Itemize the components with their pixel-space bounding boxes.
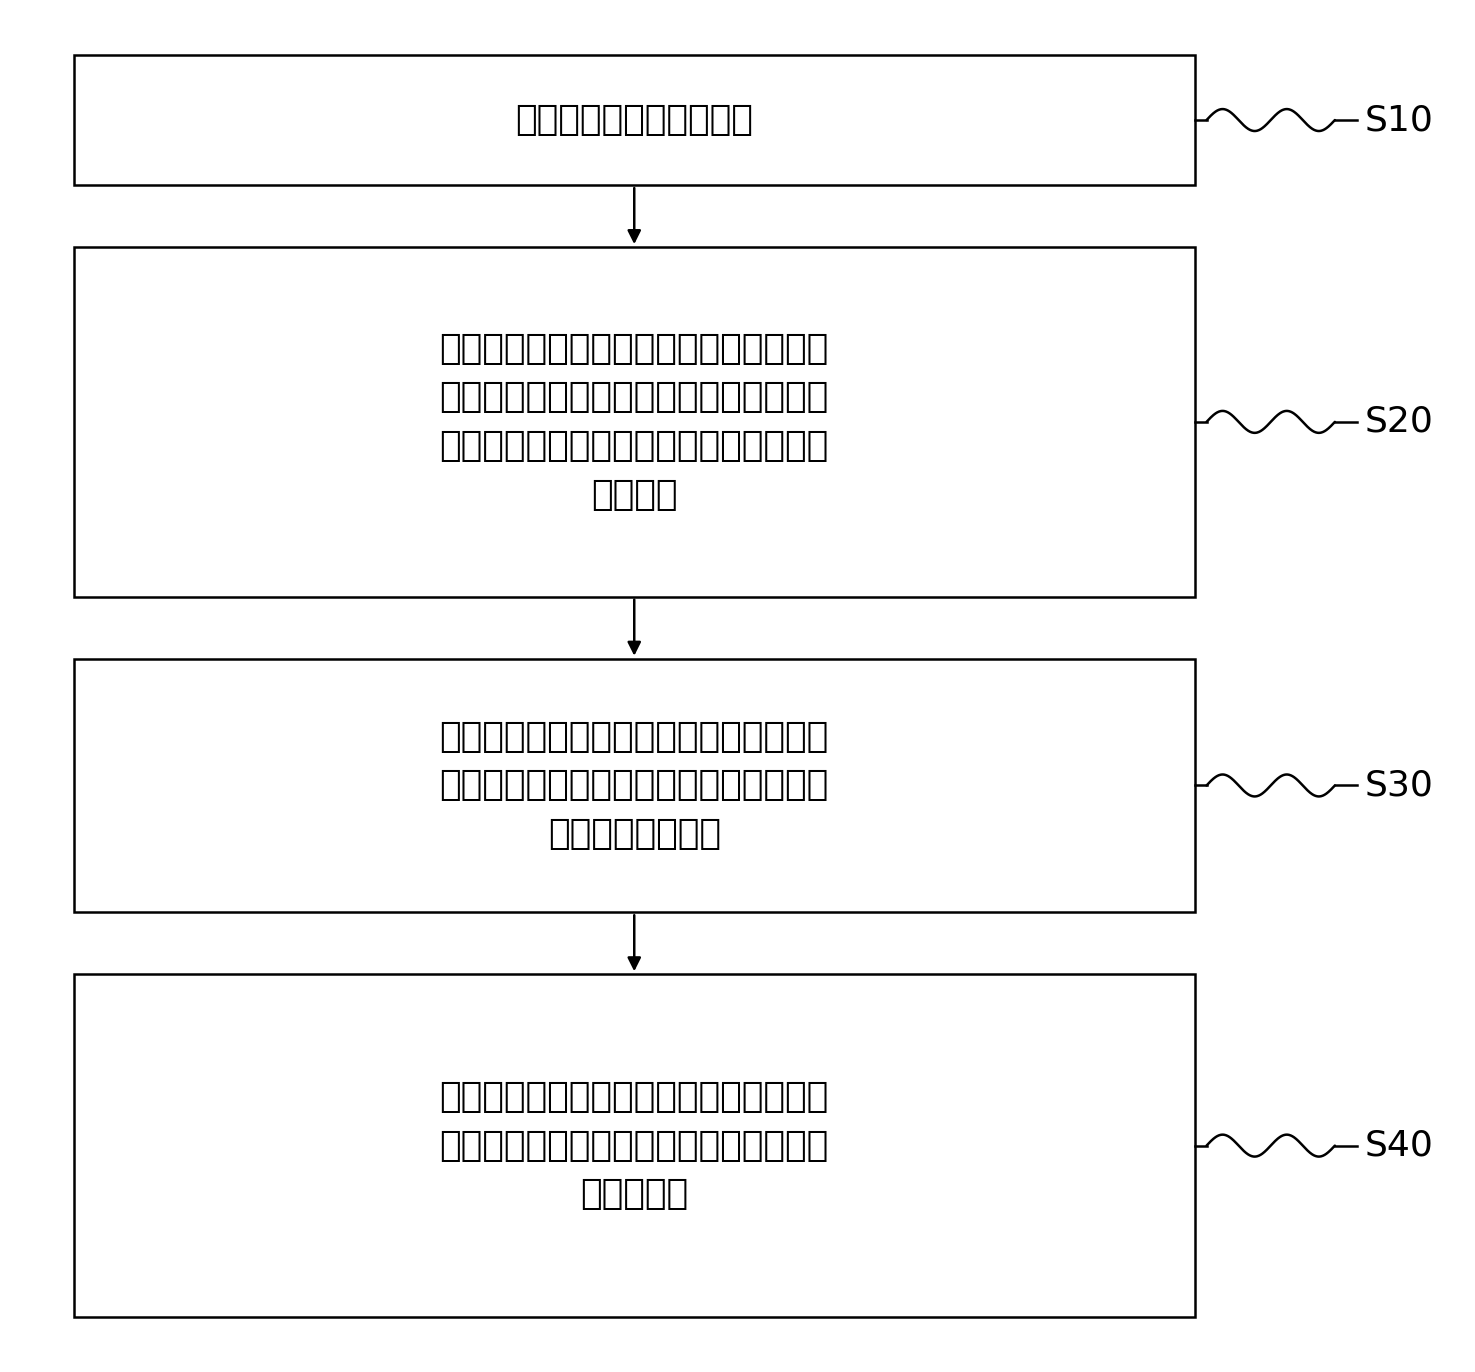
Text: S40: S40	[1364, 1129, 1434, 1162]
Text: S30: S30	[1364, 768, 1434, 803]
Bar	[74, 55, 1195, 185]
Text: S10: S10	[1364, 103, 1434, 137]
Text: 若所述第二压缩机排气压力与所述外盘温
度变化速率满足脏堵条件，则判定外机滤
网出现脏堵: 若所述第二压缩机排气压力与所述外盘温 度变化速率满足脏堵条件，则判定外机滤 网出…	[440, 1080, 829, 1211]
Text: 若所述第一压缩机排气压力大于或等于压
缩机排气压力阈值，则根据室外环境温度
、室内环境温度、以及设定温度增大室外
风机转速: 若所述第一压缩机排气压力大于或等于压 缩机排气压力阈值，则根据室外环境温度 、室…	[440, 332, 829, 512]
Text: 控制空调器以增大后的室外风机转速运行
第一时长后，获取第二压缩机排气压力与
外盘温度变化速率: 控制空调器以增大后的室外风机转速运行 第一时长后，获取第二压缩机排气压力与 外盘…	[440, 720, 829, 851]
Bar	[74, 247, 1195, 597]
Text: S20: S20	[1364, 405, 1434, 439]
Bar	[74, 659, 1195, 912]
Bar	[74, 974, 1195, 1317]
Text: 获取第一压缩机排气压力: 获取第一压缩机排气压力	[515, 103, 754, 137]
